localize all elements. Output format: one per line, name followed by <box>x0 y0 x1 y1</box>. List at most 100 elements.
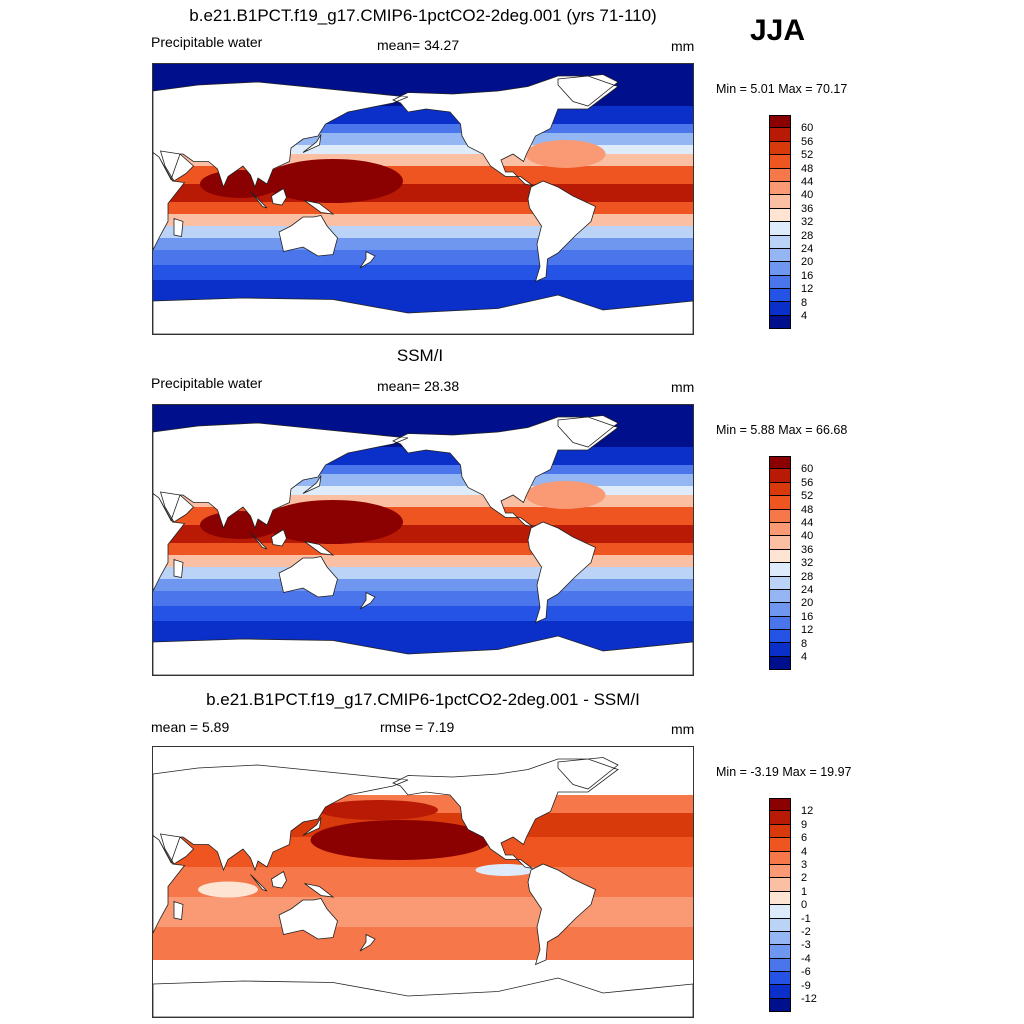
season-label: JJA <box>750 14 806 47</box>
colorbar-swatch <box>769 549 791 564</box>
panel3-map-svg <box>153 747 693 1017</box>
panel2-map-svg <box>153 405 693 675</box>
panel3-minmax: Min = -3.19 Max = 19.97 <box>716 765 852 779</box>
colorbar-tick-label: 48 <box>801 503 814 516</box>
colorbar-swatch <box>769 181 791 196</box>
colorbar-swatch <box>769 838 791 852</box>
colorbar-tick-label: 36 <box>801 543 814 556</box>
colorbar-tick-label: 44 <box>801 517 814 529</box>
panel1-map-svg <box>153 64 693 334</box>
colorbar-tick-label: 40 <box>801 530 814 543</box>
colorbar-swatch <box>769 222 791 236</box>
colorbar-swatch <box>769 918 791 932</box>
colorbar-tick-label: 4 <box>801 310 808 322</box>
colorbar-swatch <box>769 141 791 156</box>
colorbar-swatch <box>769 235 791 249</box>
colorbar-swatch <box>769 208 791 223</box>
panel3-map <box>152 746 694 1018</box>
colorbar-swatch <box>769 616 791 631</box>
panel2-units: mm <box>671 379 695 395</box>
colorbar-tick-label: 56 <box>801 476 814 489</box>
colorbar-swatch <box>769 155 791 169</box>
colorbar-tick-label: 24 <box>801 584 814 596</box>
colorbar-swatch <box>769 589 791 604</box>
colorbar-swatch <box>769 115 791 129</box>
colorbar-swatch <box>769 643 791 657</box>
colorbar-tick-label: -9 <box>801 979 811 992</box>
panel3-colorbar <box>769 798 791 1013</box>
panel1-units: mm <box>671 38 695 54</box>
panel2-colorbar <box>769 456 791 671</box>
colorbar-tick-label: 40 <box>801 189 814 202</box>
colorbar-tick-label: 4 <box>801 845 808 858</box>
colorbar-tick-label: 60 <box>801 122 814 135</box>
colorbar-swatch <box>769 482 791 497</box>
colorbar-swatch <box>769 275 791 290</box>
colorbar-swatch <box>769 998 791 1013</box>
colorbar-tick-label: 36 <box>801 202 814 215</box>
colorbar-tick-label: 16 <box>801 610 814 623</box>
colorbar-swatch <box>769 630 791 644</box>
colorbar-swatch <box>769 985 791 999</box>
colorbar-tick-label: 32 <box>801 216 814 229</box>
colorbar-tick-label: 3 <box>801 859 808 871</box>
colorbar-swatch <box>769 824 791 839</box>
colorbar-tick-label: 12 <box>801 805 814 818</box>
colorbar-swatch <box>769 811 791 825</box>
colorbar-tick-label: 12 <box>801 283 814 296</box>
colorbar-tick-label: 9 <box>801 818 808 831</box>
colorbar-tick-label: 52 <box>801 490 814 503</box>
panel3-units: mm <box>671 721 695 737</box>
panel2-mean-label: mean= 28.38 <box>377 378 460 394</box>
colorbar-tick-label: 32 <box>801 557 814 570</box>
colorbar-swatch <box>769 891 791 906</box>
colorbar-tick-label: -6 <box>801 966 811 979</box>
colorbar-swatch <box>769 958 791 973</box>
colorbar-swatch <box>769 798 791 812</box>
colorbar-swatch <box>769 851 791 865</box>
colorbar-tick-label: -1 <box>801 912 811 925</box>
colorbar-swatch <box>769 302 791 316</box>
colorbar-tick-label: 44 <box>801 176 814 188</box>
panel1-variable-label: Precipitable water <box>151 34 263 50</box>
colorbar-swatch <box>769 576 791 590</box>
panel1-mean-label: mean= 34.27 <box>377 37 460 53</box>
colorbar-tick-label: 52 <box>801 149 814 162</box>
colorbar-tick-label: 0 <box>801 899 808 912</box>
colorbar-tick-label: 56 <box>801 135 814 148</box>
panel3-title: b.e21.B1PCT.f19_g17.CMIP6-1pctCO2-2deg.0… <box>206 690 640 709</box>
colorbar-tick-label: -4 <box>801 952 811 965</box>
colorbar-swatch <box>769 496 791 510</box>
colorbar-tick-label: 12 <box>801 624 814 637</box>
colorbar-swatch <box>769 168 791 182</box>
colorbar-tick-label: 4 <box>801 651 808 663</box>
colorbar-swatch <box>769 315 791 330</box>
panel2-minmax: Min = 5.88 Max = 66.68 <box>716 423 848 437</box>
colorbar-swatch <box>769 289 791 303</box>
colorbar-tick-label: 6 <box>801 832 808 845</box>
colorbar-swatch <box>769 195 791 209</box>
continent-outline <box>153 415 693 675</box>
colorbar-swatch <box>769 536 791 550</box>
colorbar-tick-label: -2 <box>801 926 811 938</box>
colorbar-tick-label: 20 <box>801 256 814 269</box>
continent-outline <box>153 74 693 334</box>
colorbar-swatch <box>769 864 791 879</box>
colorbar-swatch <box>769 603 791 617</box>
colorbar-tick-label: 2 <box>801 872 808 885</box>
colorbar-tick-label: 16 <box>801 269 814 282</box>
colorbar-swatch <box>769 656 791 671</box>
panel1-minmax: Min = 5.01 Max = 70.17 <box>716 82 848 96</box>
panel3-rmse-label: rmse = 7.19 <box>380 719 455 735</box>
panel3-mean-label: mean = 5.89 <box>151 719 230 735</box>
colorbar-swatch <box>769 248 791 263</box>
colorbar-swatch <box>769 945 791 959</box>
colorbar-swatch <box>769 972 791 986</box>
panel1-title: b.e21.B1PCT.f19_g17.CMIP6-1pctCO2-2deg.0… <box>189 6 657 25</box>
panel2-map <box>152 404 694 676</box>
panel2-variable-label: Precipitable water <box>151 375 263 391</box>
colorbar-tick-label: 20 <box>801 597 814 610</box>
colorbar-swatch <box>769 905 791 919</box>
colorbar-swatch <box>769 262 791 276</box>
colorbar-tick-label: 8 <box>801 637 808 650</box>
